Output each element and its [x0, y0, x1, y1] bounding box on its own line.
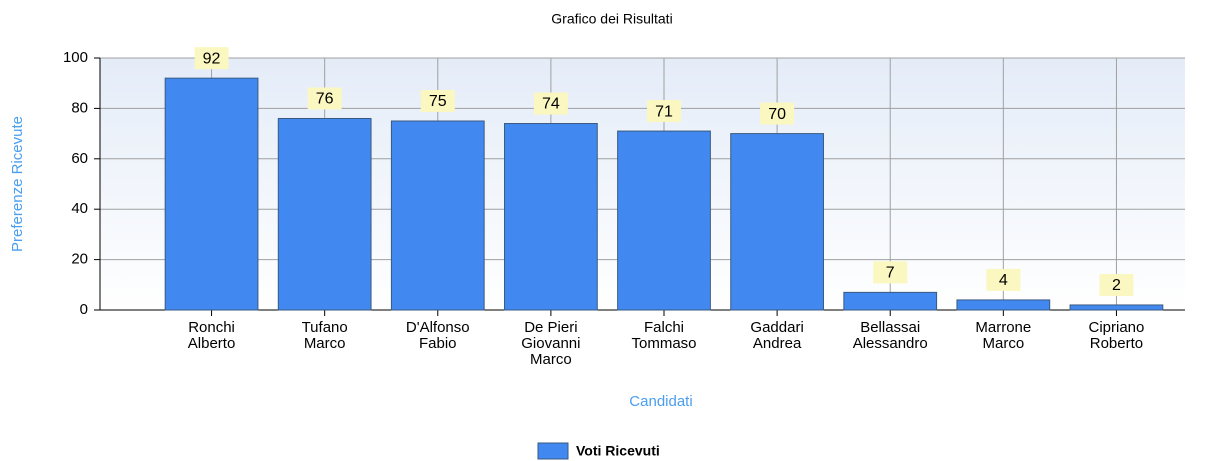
x-tick-label: De Pieri Giovanni Marco [521, 319, 581, 368]
data-label: 76 [316, 91, 334, 108]
y-tick-label: 80 [71, 99, 88, 116]
x-tick-label: Tufano Marco [301, 319, 348, 352]
y-tick-label: 100 [63, 49, 88, 66]
y-axis-title: Preferenze Ricevute [9, 116, 26, 252]
bar [1069, 304, 1164, 311]
bar [617, 130, 711, 311]
data-label-bg [986, 268, 1021, 291]
bar [730, 133, 824, 311]
y-tick-label: 60 [71, 150, 88, 167]
chart-title: Grafico dei Risultati [551, 11, 672, 27]
data-label-bg [873, 261, 908, 284]
data-label-bg [1099, 273, 1134, 296]
data-label-bg [194, 47, 229, 70]
data-label: 74 [542, 96, 560, 113]
x-tick-label: D'Alfonso Fabio [405, 319, 470, 352]
data-label-bg [533, 92, 568, 115]
data-label: 7 [886, 265, 895, 282]
x-axis-title: Candidati [629, 393, 692, 410]
data-label: 2 [1112, 277, 1121, 294]
legend-swatch [537, 442, 569, 460]
bar [843, 291, 938, 311]
data-label-bg [760, 102, 795, 125]
x-tick-label: Gaddari Andrea [750, 319, 804, 352]
x-tick-label: Falchi Tommaso [631, 319, 697, 352]
y-tick-label: 40 [71, 200, 88, 217]
bar [956, 299, 1051, 311]
data-label-bg [647, 100, 681, 123]
legend-label: Voti Ricevuti [576, 443, 660, 459]
y-tick-label: 0 [80, 301, 88, 318]
data-label: 71 [655, 103, 673, 120]
data-label: 70 [768, 106, 786, 123]
x-tick-label: Marrone Marco [975, 319, 1032, 352]
bar [164, 77, 259, 311]
y-tick-label: 20 [71, 251, 88, 268]
bar [277, 117, 372, 311]
data-label: 4 [999, 272, 1008, 289]
x-tick-label: Cipriano Roberto [1088, 319, 1145, 352]
bar [390, 120, 485, 311]
x-tick-label: Ronchi Alberto [187, 319, 236, 352]
data-label: 75 [429, 93, 447, 110]
bar [504, 123, 598, 311]
x-tick-label: Bellassai Alessandro [852, 319, 928, 352]
data-label: 92 [203, 50, 221, 67]
data-label-bg [307, 87, 342, 110]
data-label-bg [420, 90, 455, 112]
